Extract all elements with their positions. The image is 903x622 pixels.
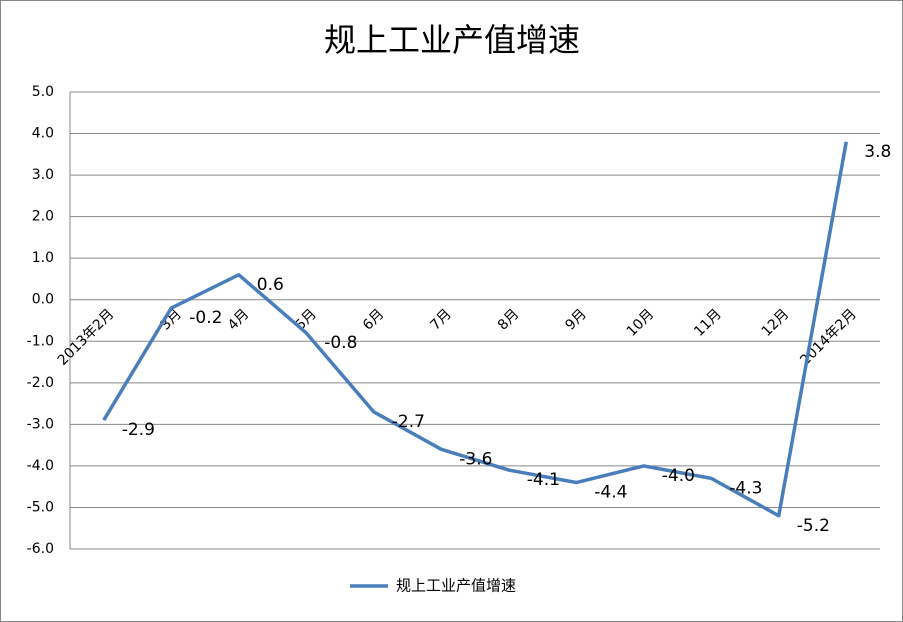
- value-label: -4.4: [594, 483, 627, 503]
- y-tick-label: -1.0: [27, 333, 54, 349]
- y-tick-label: -6.0: [27, 541, 54, 557]
- value-label: -5.2: [797, 516, 830, 536]
- y-tick-label: -4.0: [27, 458, 54, 474]
- y-tick-label: 5.0: [32, 84, 54, 100]
- legend-label: 规上工业产值增速: [396, 577, 516, 595]
- value-label: -2.7: [392, 412, 425, 432]
- y-tick-label: -2.0: [27, 375, 54, 391]
- y-tick-label: 1.0: [32, 250, 54, 266]
- y-tick-label: 4.0: [32, 126, 54, 142]
- y-tick-label: -5.0: [27, 499, 54, 515]
- value-label: -0.8: [324, 333, 357, 353]
- value-label: -4.3: [729, 478, 762, 498]
- data-line: [102, 141, 848, 518]
- y-tick-label: 0.0: [32, 292, 54, 308]
- value-label: 3.8: [864, 142, 891, 162]
- value-label: -4.0: [662, 466, 695, 486]
- y-tick-label: -3.0: [27, 416, 54, 432]
- y-tick-label: 2.0: [32, 209, 54, 225]
- value-label: 0.6: [257, 275, 284, 295]
- value-label: -3.6: [459, 449, 492, 469]
- y-tick-label: 3.0: [32, 167, 54, 183]
- value-label: -4.1: [527, 470, 560, 490]
- chart-title: 规上工业产值增速: [324, 21, 580, 59]
- value-label: -0.2: [189, 308, 222, 328]
- value-label: -2.9: [122, 420, 155, 440]
